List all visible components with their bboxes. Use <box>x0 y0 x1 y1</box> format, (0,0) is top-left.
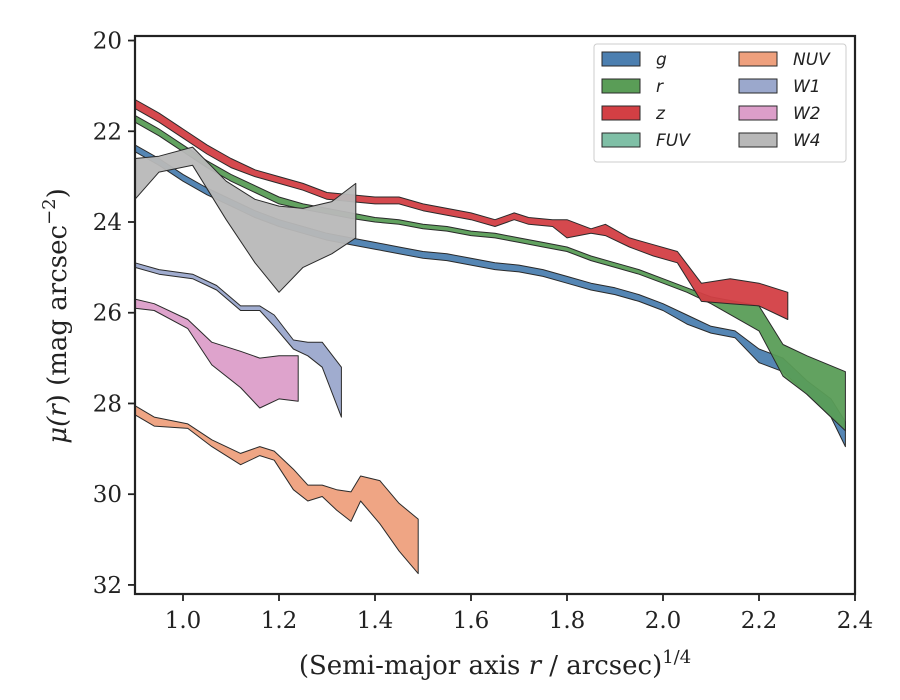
x-axis-label: (Semi-major axis r / arcsec)1/4 <box>299 647 691 681</box>
legend-swatch <box>601 78 641 94</box>
legend-label: NUV <box>793 50 831 70</box>
legend-swatch <box>601 105 641 121</box>
x-tick-label: 2.2 <box>741 608 778 634</box>
x-tick-label: 1.6 <box>453 608 490 634</box>
y-tick-label: 28 <box>93 391 122 417</box>
y-tick-label: 30 <box>93 482 122 508</box>
y-tick-label: 24 <box>93 210 122 236</box>
y-axis-label: μ(r) (mag arcsec−2) <box>39 188 73 444</box>
legend-label: g <box>656 50 667 70</box>
legend-label: r <box>656 77 664 97</box>
band-w2 <box>134 298 299 409</box>
legend-swatch <box>738 51 778 67</box>
legend-item-fuv: FUV <box>601 131 691 151</box>
legend-items: grz FUV NUV W1 W2 W4 <box>601 50 831 151</box>
legend-label: W1 <box>793 77 821 97</box>
legend-swatch <box>738 132 778 148</box>
y-axis-ticks: 20 22 24 26 28 30 32 <box>93 29 135 599</box>
x-axis-ticks: 1.0 1.2 1.4 1.6 1.8 2.0 2.2 2.4 <box>165 594 874 634</box>
legend-item-w1: W1 <box>738 77 821 97</box>
legend-swatch <box>738 105 778 121</box>
legend-swatch <box>601 51 641 67</box>
legend-item-z: z <box>601 104 666 124</box>
legend-swatch <box>738 78 778 94</box>
band-nuv <box>134 405 419 575</box>
legend-box <box>593 43 847 163</box>
band-g <box>134 144 846 448</box>
legend-item-g: g <box>601 50 667 70</box>
x-tick-label: 2.4 <box>837 608 874 634</box>
x-tick-label: 1.8 <box>549 608 586 634</box>
x-tick-label: 2.0 <box>645 608 682 634</box>
band-w1 <box>134 262 342 418</box>
legend-item-w4: W4 <box>738 131 821 151</box>
legend-label: z <box>655 104 666 124</box>
legend-item-w2: W2 <box>738 104 821 124</box>
plot-frame <box>133 34 857 596</box>
band-w4 <box>134 146 357 293</box>
legend-label: W4 <box>793 131 821 151</box>
x-tick-label: 1.0 <box>165 608 202 634</box>
legend-item-r: r <box>601 77 664 97</box>
y-tick-label: 26 <box>93 301 122 327</box>
x-tick-label: 1.4 <box>357 608 394 634</box>
y-tick-label: 20 <box>93 29 122 55</box>
y-tick-label: 32 <box>93 573 122 599</box>
y-tick-label: 22 <box>93 119 122 145</box>
legend-label: FUV <box>656 131 691 151</box>
legend-item-nuv: NUV <box>738 50 831 70</box>
legend-swatch <box>601 132 641 148</box>
x-tick-label: 1.2 <box>261 608 298 634</box>
band-layer <box>134 99 846 575</box>
legend-label: W2 <box>793 104 821 124</box>
legend: grz FUV NUV W1 W2 W4 <box>593 43 847 163</box>
